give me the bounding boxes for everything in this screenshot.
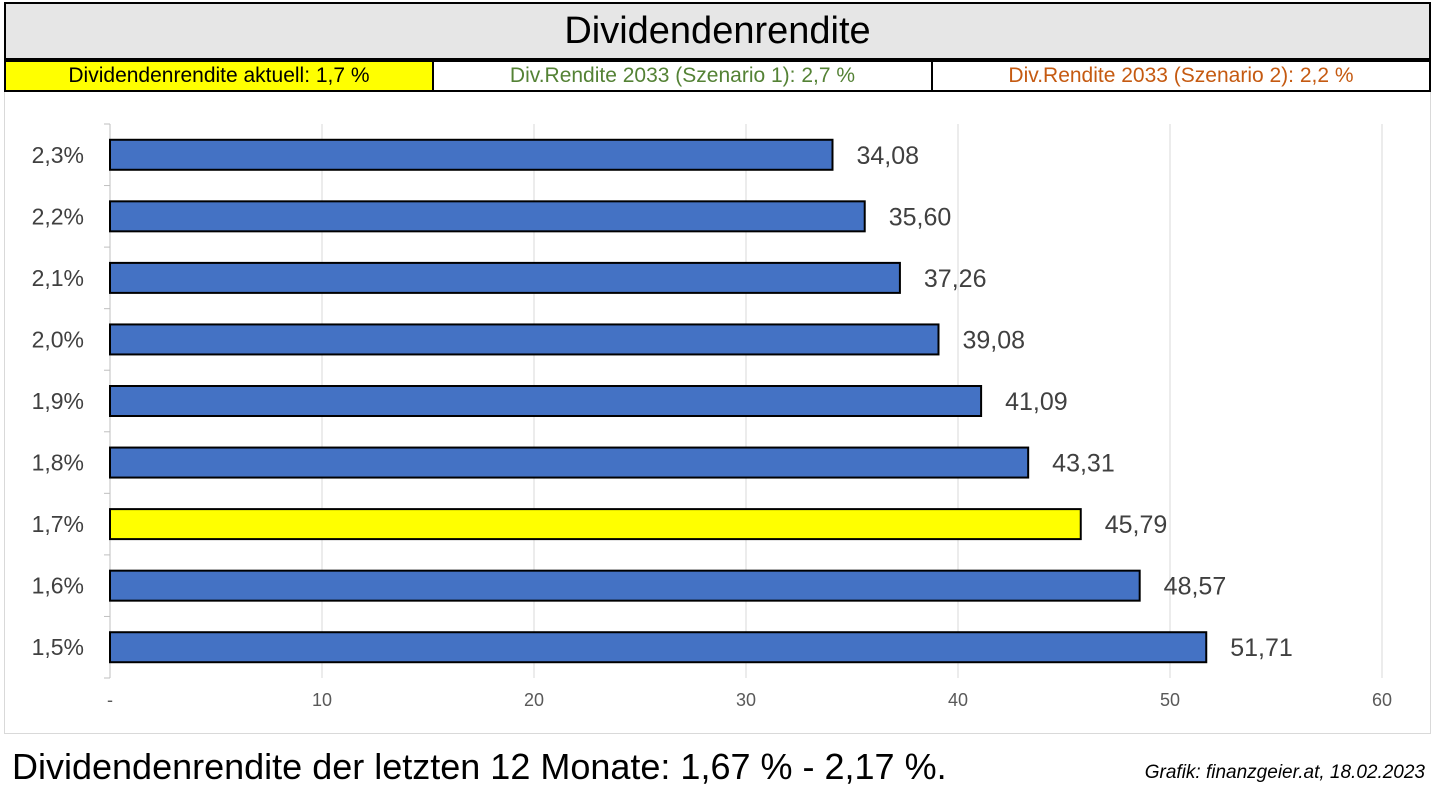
info-row: Dividendenrendite aktuell: 1,7 % Div.Ren…	[4, 60, 1431, 92]
category-label: 1,9%	[32, 388, 84, 414]
bar	[109, 631, 1208, 664]
bar	[109, 200, 866, 233]
category-label: 2,0%	[32, 326, 84, 352]
scenario1-cell: Div.Rendite 2033 (Szenario 1): 2,7 %	[432, 60, 933, 92]
category-label: 1,6%	[32, 573, 84, 599]
bar	[109, 261, 901, 294]
x-tick-label: 50	[1160, 690, 1180, 710]
scenario2-cell: Div.Rendite 2033 (Szenario 2): 2,2 %	[931, 60, 1431, 92]
bar	[109, 323, 940, 356]
x-tick-label: 60	[1372, 690, 1392, 710]
value-label: 51,71	[1230, 634, 1293, 662]
scenario2-label: Div.Rendite 2033 (Szenario 2): 2,2 %	[1008, 64, 1354, 87]
bar	[109, 446, 1030, 479]
value-label: 35,60	[889, 203, 952, 231]
value-label: 41,09	[1005, 388, 1068, 416]
scenario1-label: Div.Rendite 2033 (Szenario 1): 2,7 %	[509, 64, 856, 87]
category-label: 1,8%	[32, 450, 84, 476]
category-label: 1,7%	[32, 511, 84, 537]
value-label: 39,08	[962, 326, 1025, 354]
source-credit: Grafik: finanzgeier.at, 18.02.2023	[1144, 762, 1425, 783]
chart-title: Dividendenrendite	[4, 2, 1431, 60]
chart-title-text: Dividendenrendite	[564, 9, 871, 52]
value-label: 43,31	[1052, 450, 1115, 478]
value-label: 34,08	[856, 142, 919, 170]
x-tick-label: 10	[312, 690, 332, 710]
value-label: 37,26	[924, 265, 987, 293]
x-tick-label: 30	[736, 690, 756, 710]
bar-highlight	[109, 508, 1082, 541]
x-tick-label: 40	[948, 690, 968, 710]
value-label: 45,79	[1105, 511, 1168, 539]
value-label: 48,57	[1164, 573, 1227, 601]
plot-area: 2,3% 34,08 2,2% 35,60 2,1% 37,26 2,0% 39,08 1,9%…	[4, 92, 1431, 734]
category-label: 2,1%	[32, 265, 84, 291]
category-label: 2,2%	[32, 203, 84, 229]
footer-note: Dividendenrendite der letzten 12 Monate:…	[12, 746, 947, 787]
bar	[109, 569, 1141, 602]
bar	[109, 385, 983, 417]
bar-chart: 2,3% 34,08 2,2% 35,60 2,1% 37,26 2,0% 39,08 1,9%…	[32, 123, 1392, 710]
current-yield-label: Dividendenrendite aktuell: 1,7 %	[68, 64, 370, 87]
bar	[109, 138, 834, 171]
x-tick-label: -	[107, 690, 113, 710]
current-yield-cell: Dividendenrendite aktuell: 1,7 %	[4, 60, 434, 92]
category-label: 1,5%	[32, 634, 84, 660]
category-label: 2,3%	[32, 142, 84, 168]
x-tick-label: 20	[524, 690, 544, 710]
